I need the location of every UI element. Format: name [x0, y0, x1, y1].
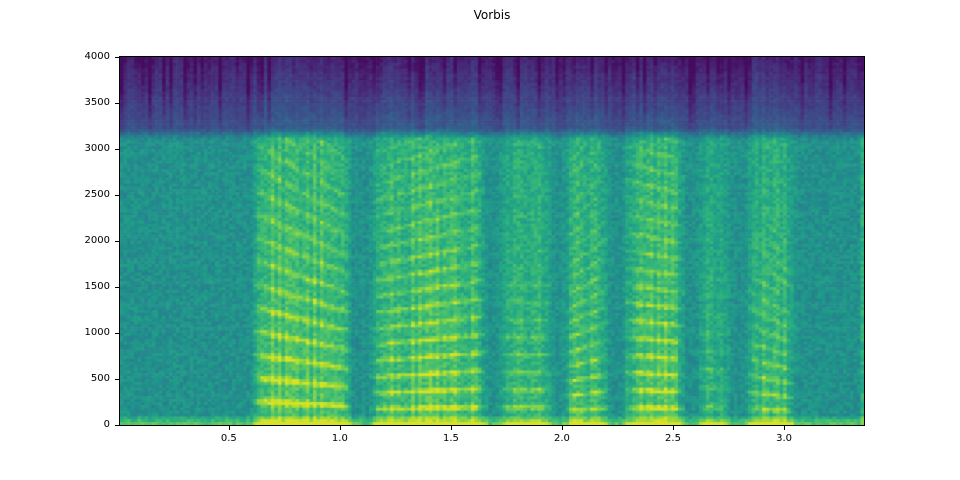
y-tick-label: 1500: [84, 281, 110, 292]
x-tick-mark: [784, 426, 786, 430]
y-tick-label: 3000: [84, 143, 110, 154]
y-tick-label: 500: [90, 373, 110, 384]
y-tick-mark: [115, 103, 119, 104]
plot-area: [119, 56, 865, 426]
y-tick-label: 2500: [84, 189, 110, 200]
x-tick-label: 3.0: [776, 433, 792, 444]
x-tick-label: 1.0: [331, 433, 348, 444]
y-tick-label: 3500: [84, 97, 110, 108]
x-tick-mark: [339, 426, 341, 430]
y-tick-mark: [115, 149, 119, 150]
x-tick-mark: [673, 426, 674, 430]
y-tick-mark: [115, 241, 119, 242]
y-tick-mark: [115, 333, 119, 334]
spectrogram-canvas: [120, 57, 864, 425]
y-tick-label: 4000: [84, 51, 110, 62]
y-tick-mark: [115, 195, 119, 196]
y-tick-mark: [115, 287, 119, 288]
x-tick-mark: [228, 426, 230, 430]
x-tick-mark: [450, 426, 452, 430]
y-tick-label: 1000: [84, 327, 110, 338]
y-tick-mark: [115, 57, 119, 58]
y-tick-label: 2000: [84, 235, 110, 246]
x-tick-label: 1.5: [442, 433, 459, 444]
chart-title: Vorbis: [473, 8, 511, 22]
x-tick-label: 0.5: [220, 433, 237, 444]
x-tick-label: 2.5: [665, 433, 681, 444]
y-tick-mark: [115, 379, 119, 380]
x-tick-mark: [561, 426, 563, 430]
y-tick-label: 0: [103, 419, 110, 430]
y-tick-mark: [115, 425, 119, 426]
x-tick-label: 2.0: [554, 433, 570, 444]
